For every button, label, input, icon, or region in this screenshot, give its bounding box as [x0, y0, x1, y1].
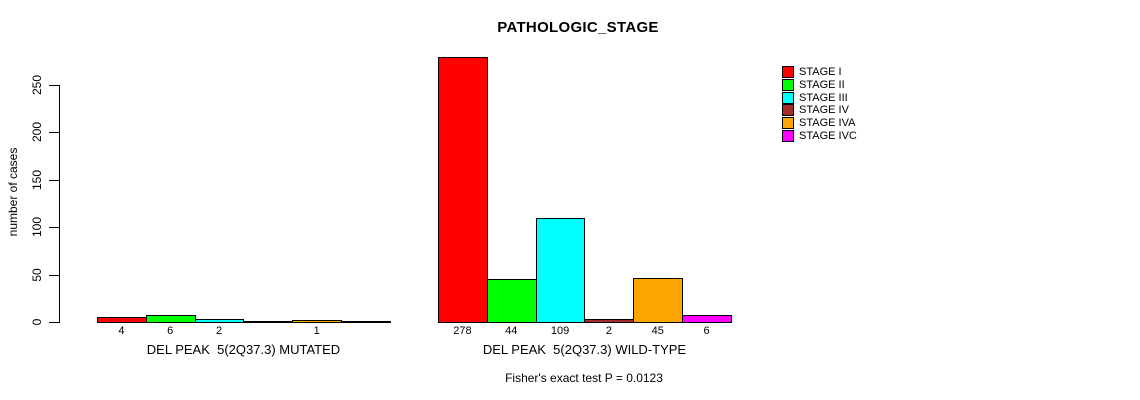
legend-item-label: STAGE II [799, 79, 845, 92]
y-tick [49, 179, 59, 181]
legend-swatch [782, 91, 794, 104]
legend-item-label: STAGE IVA [799, 117, 856, 130]
zero-bar [341, 321, 391, 323]
legend: STAGE I STAGE II STAGE III STAGE IV STAGE IV… [782, 66, 857, 142]
fisher-test-annotation: Fisher's exact test P = 0.0123 [505, 371, 663, 385]
y-tick-label: 250 [30, 74, 44, 96]
bar-count-label: 109 [550, 325, 570, 337]
bar-count-label: 1 [313, 325, 320, 337]
bar [195, 319, 244, 323]
chart-title: PATHOLOGIC_STAGE [497, 19, 659, 36]
legend-swatch [782, 79, 794, 92]
y-tick [49, 227, 59, 229]
legend-item: STAGE I [782, 66, 857, 79]
y-tick [49, 274, 59, 276]
bar-count-label: 278 [453, 325, 472, 337]
legend-swatch [782, 66, 794, 79]
y-tick [49, 85, 59, 86]
y-tick [49, 132, 59, 134]
legend-item: STAGE IVA [782, 117, 857, 130]
y-tick-label: 150 [30, 169, 44, 190]
bar-count-label: 2 [216, 325, 223, 337]
bar [584, 319, 634, 323]
y-axis-label: number of cases [6, 147, 20, 237]
y-tick-label: 0 [30, 318, 44, 326]
bar-count-label: 45 [651, 325, 664, 337]
legend-item: STAGE IV [782, 104, 857, 117]
legend-swatch [782, 104, 794, 117]
bar-count-label: 2 [605, 325, 612, 337]
bar-count-label: 6 [703, 325, 710, 337]
y-tick-label: 100 [30, 217, 44, 238]
y-tick-label: 200 [30, 122, 44, 143]
bar [682, 315, 732, 323]
bar [146, 315, 196, 323]
x-group-label: DEL PEAK 5(2Q37.3) MUTATED [146, 342, 341, 357]
bar [487, 279, 537, 323]
legend-item: STAGE IVC [782, 129, 857, 142]
legend-swatch [782, 129, 794, 142]
legend-item: STAGE III [782, 91, 857, 104]
bar [536, 218, 585, 323]
y-axis-line [59, 85, 60, 323]
bar-count-label: 6 [167, 325, 174, 337]
y-tick [49, 322, 59, 323]
legend-swatch [782, 117, 794, 130]
bar [292, 320, 342, 323]
bar [97, 317, 147, 323]
legend-item-label: STAGE III [799, 91, 848, 104]
zero-bar [243, 321, 293, 323]
legend-item-label: STAGE I [799, 66, 842, 79]
bar-count-label: 44 [505, 325, 518, 337]
bar [438, 57, 488, 323]
legend-item: STAGE II [782, 79, 857, 92]
y-tick-label: 50 [30, 267, 44, 282]
legend-item-label: STAGE IV [799, 104, 849, 117]
bar [633, 278, 683, 323]
bar-count-label: 4 [118, 325, 125, 337]
legend-item-label: STAGE IVC [799, 129, 857, 142]
x-group-label: DEL PEAK 5(2Q37.3) WILD-TYPE [482, 342, 687, 357]
